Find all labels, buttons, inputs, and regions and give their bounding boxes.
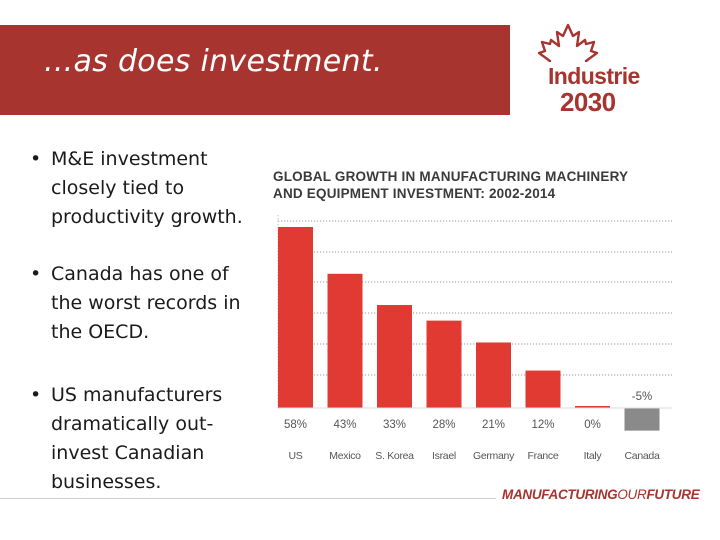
category-label: France [528,450,559,462]
category-label: Germany [473,450,515,462]
data-label: 21% [482,419,505,431]
bullet-item: US manufacturers dramatically out-invest… [28,381,253,497]
investment-bar-chart: 58% US 43% Mexico 33% S. Korea 28% Israel 21% Ger… [277,215,672,462]
bar-s-korea [377,305,412,408]
chart-title: GLOBAL GROWTH IN MANUFACTURING MACHINERY… [273,168,653,202]
bullet-list: M&E investment closely tied to productiv… [28,145,253,497]
category-label: S. Korea [375,450,414,462]
category-label: US [289,450,303,462]
bar-mexico [327,273,363,408]
title-banner [0,25,510,115]
bullet-item: Canada has one of the worst records in t… [28,260,253,347]
footer-brand-bold: MANUFACTURING [502,487,618,502]
data-label: 12% [531,419,554,431]
category-label: Mexico [329,450,361,462]
bar-israel [426,320,462,408]
slide-title: ...as does investment. [44,44,383,79]
category-label: Italy [584,450,603,462]
data-label: 58% [284,419,307,431]
bar-canada [624,408,660,431]
footer-divider [0,498,496,499]
category-label: Israel [432,450,456,462]
bar-italy [575,406,610,408]
footer-brand: MANUFACTURINGOURFUTURE [502,487,700,502]
bar-france [525,370,561,408]
chart-title-line2: AND EQUIPMENT INVESTMENT: 2002-2014 [273,186,556,201]
logo-line2: 2030 [560,87,616,117]
data-label: -5% [632,391,652,403]
data-label: 43% [333,419,356,431]
bar-germany [476,342,511,408]
data-label: 0% [584,419,601,431]
bullet-item: M&E investment closely tied to productiv… [28,145,253,232]
logo-line1: Industrie [548,63,640,89]
industrie-2030-logo: Industrie 2030 [537,23,644,117]
category-label: Canada [625,450,660,462]
data-label: 28% [432,419,455,431]
data-label: 33% [383,419,406,431]
bar-us [278,227,313,408]
chart-title-line1: GLOBAL GROWTH IN MANUFACTURING MACHINERY [273,169,629,184]
footer-brand-end: FUTURE [646,487,700,502]
footer-brand-thin: OUR [617,487,647,502]
